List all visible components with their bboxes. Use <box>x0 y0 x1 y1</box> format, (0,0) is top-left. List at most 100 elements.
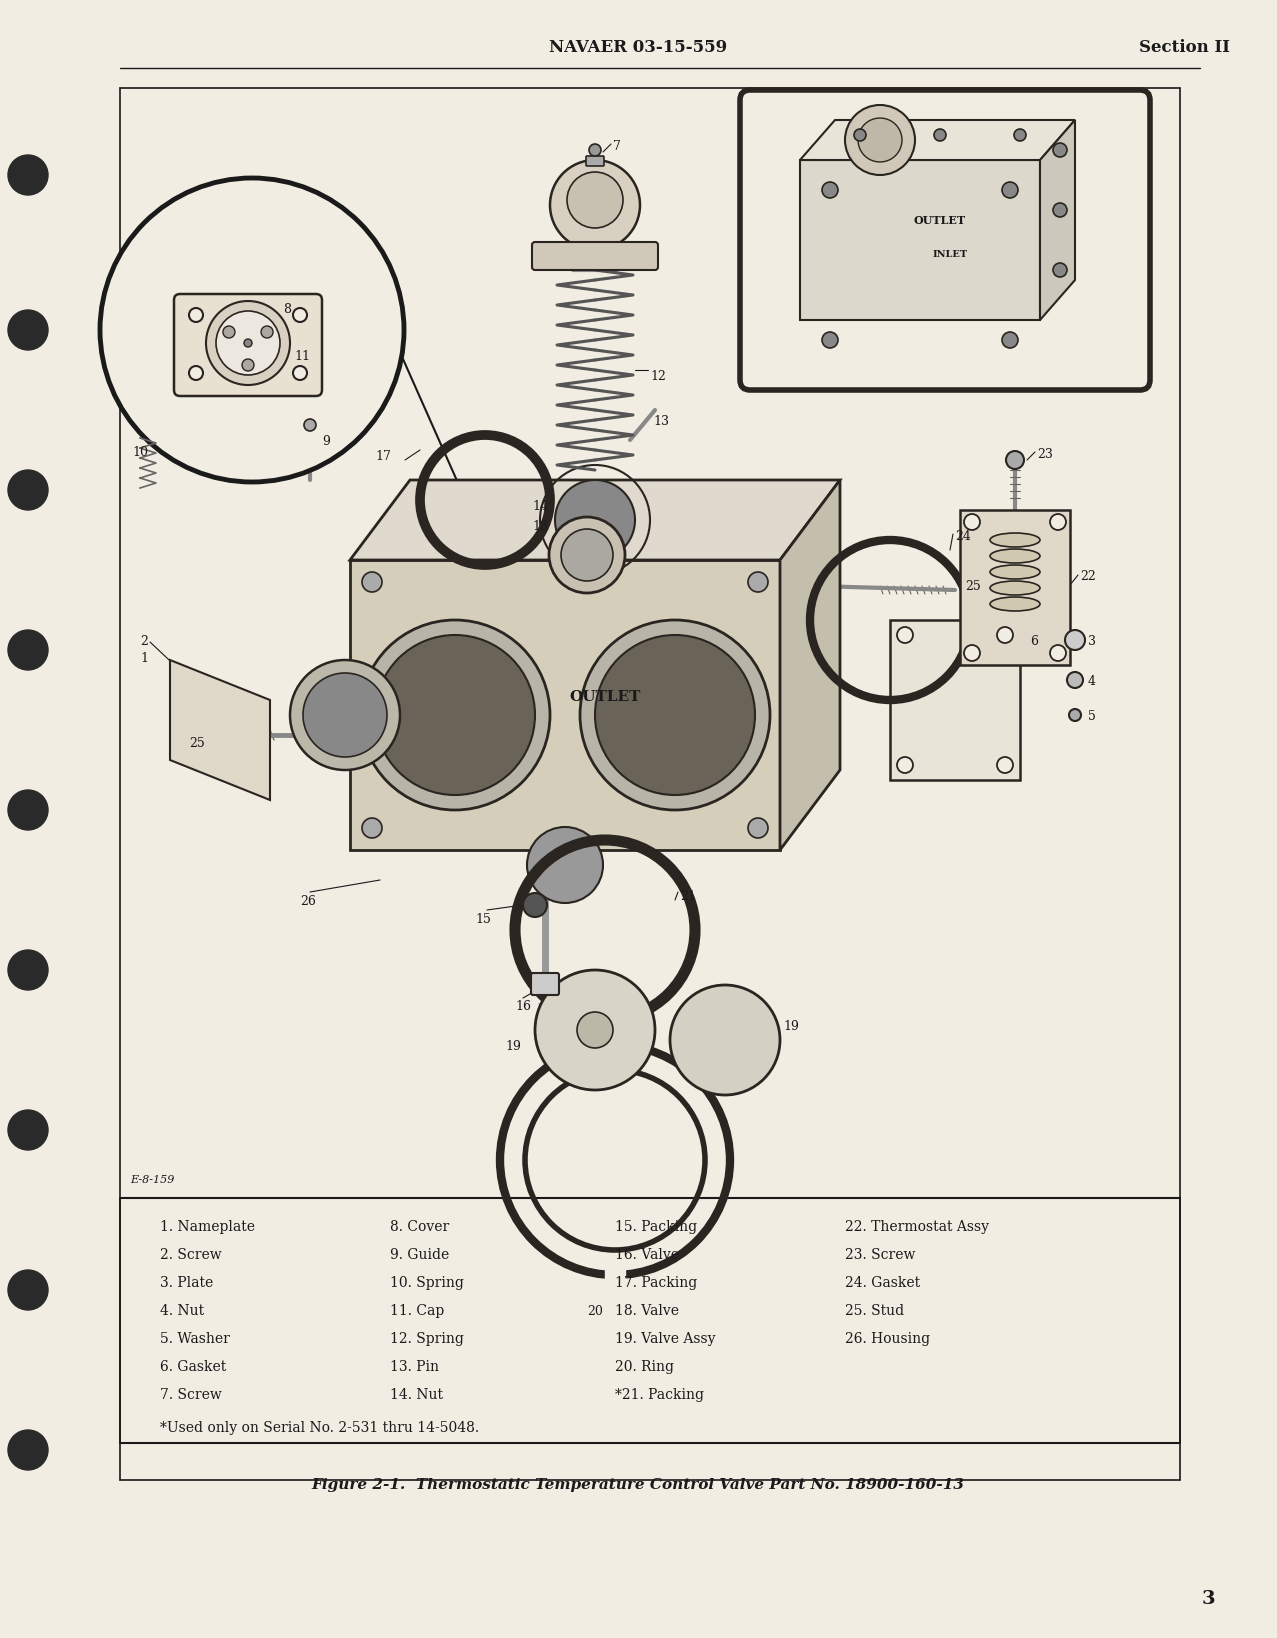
FancyBboxPatch shape <box>890 621 1020 780</box>
FancyBboxPatch shape <box>605 1268 624 1279</box>
Circle shape <box>361 817 382 839</box>
Ellipse shape <box>990 549 1039 563</box>
Text: 10: 10 <box>132 446 148 459</box>
Text: 11: 11 <box>294 351 310 364</box>
Text: 22: 22 <box>1080 570 1096 583</box>
Circle shape <box>555 480 635 560</box>
Circle shape <box>8 631 49 670</box>
Text: 17: 17 <box>375 450 391 464</box>
Text: 26. Housing: 26. Housing <box>845 1332 930 1346</box>
Text: 12. Spring: 12. Spring <box>389 1332 464 1346</box>
Circle shape <box>1065 631 1085 650</box>
Circle shape <box>189 365 203 380</box>
Text: 23: 23 <box>1037 449 1052 460</box>
Text: NAVAER 03-15-559: NAVAER 03-15-559 <box>549 39 727 56</box>
Text: 13: 13 <box>653 414 669 428</box>
Circle shape <box>8 1269 49 1310</box>
Text: 6: 6 <box>1031 636 1038 649</box>
Polygon shape <box>1039 120 1075 319</box>
Text: 14. Nut: 14. Nut <box>389 1387 443 1402</box>
Circle shape <box>577 1012 613 1048</box>
Circle shape <box>858 118 902 162</box>
Circle shape <box>8 790 49 830</box>
Text: 4: 4 <box>1088 675 1096 688</box>
Circle shape <box>854 129 866 141</box>
Text: 20: 20 <box>587 1305 603 1319</box>
Text: 3: 3 <box>1202 1590 1214 1609</box>
Text: 5: 5 <box>1088 709 1096 722</box>
Polygon shape <box>350 480 840 560</box>
Circle shape <box>375 636 535 794</box>
Text: 14: 14 <box>533 500 548 513</box>
Circle shape <box>292 308 306 323</box>
Text: 9: 9 <box>322 436 329 449</box>
Text: 18. Valve: 18. Valve <box>616 1304 679 1319</box>
Circle shape <box>1050 514 1066 531</box>
Text: Figure 2-1.  Thermostatic Temperature Control Valve Part No. 18900-160-13: Figure 2-1. Thermostatic Temperature Con… <box>312 1477 964 1492</box>
Circle shape <box>567 172 623 228</box>
Text: *Used only on Serial No. 2-531 thru 14-5048.: *Used only on Serial No. 2-531 thru 14-5… <box>160 1422 479 1435</box>
Circle shape <box>964 514 979 531</box>
Circle shape <box>8 1430 49 1469</box>
Ellipse shape <box>990 565 1039 578</box>
Text: 25: 25 <box>189 737 206 750</box>
Text: Section II: Section II <box>1139 39 1230 56</box>
Text: 1. Nameplate: 1. Nameplate <box>160 1220 255 1233</box>
Polygon shape <box>170 660 269 799</box>
Circle shape <box>561 529 613 581</box>
Circle shape <box>206 301 290 385</box>
Circle shape <box>748 817 767 839</box>
Text: 3: 3 <box>1088 636 1096 649</box>
FancyBboxPatch shape <box>531 973 559 994</box>
Circle shape <box>8 156 49 195</box>
FancyBboxPatch shape <box>174 293 322 396</box>
Text: E-8-159: E-8-159 <box>130 1174 175 1184</box>
Circle shape <box>1069 709 1082 721</box>
Text: 8: 8 <box>283 303 291 316</box>
Circle shape <box>964 645 979 662</box>
Text: 12: 12 <box>650 370 665 383</box>
Text: 22. Thermostat Assy: 22. Thermostat Assy <box>845 1220 988 1233</box>
Text: 2: 2 <box>140 636 148 649</box>
Circle shape <box>748 572 767 591</box>
Text: 20. Ring: 20. Ring <box>616 1360 674 1374</box>
FancyBboxPatch shape <box>533 242 658 270</box>
Circle shape <box>589 144 601 156</box>
Circle shape <box>822 182 838 198</box>
Circle shape <box>580 621 770 811</box>
Text: 19: 19 <box>783 1020 799 1034</box>
Circle shape <box>8 950 49 989</box>
Circle shape <box>524 893 547 917</box>
Text: OUTLET: OUTLET <box>914 215 967 226</box>
Circle shape <box>216 311 280 375</box>
Circle shape <box>261 326 273 337</box>
Circle shape <box>527 827 603 903</box>
Circle shape <box>822 333 838 347</box>
FancyBboxPatch shape <box>586 156 604 165</box>
Circle shape <box>361 572 382 591</box>
Circle shape <box>896 627 913 644</box>
Circle shape <box>8 470 49 509</box>
Circle shape <box>845 105 916 175</box>
Text: 25: 25 <box>965 580 981 593</box>
Circle shape <box>1006 450 1024 468</box>
Text: 10. Spring: 10. Spring <box>389 1276 464 1291</box>
Text: 4. Nut: 4. Nut <box>160 1304 204 1319</box>
Circle shape <box>290 660 400 770</box>
Text: 25. Stud: 25. Stud <box>845 1304 904 1319</box>
Circle shape <box>8 1111 49 1150</box>
Text: 7: 7 <box>613 139 621 152</box>
FancyBboxPatch shape <box>739 90 1151 390</box>
Circle shape <box>360 621 550 811</box>
Text: INLET: INLET <box>932 251 968 259</box>
Text: 15. Packing: 15. Packing <box>616 1220 697 1233</box>
Text: 19: 19 <box>504 1040 521 1053</box>
Circle shape <box>550 161 640 251</box>
Polygon shape <box>799 120 1075 161</box>
Text: 1: 1 <box>140 652 148 665</box>
Polygon shape <box>799 161 1039 319</box>
Polygon shape <box>350 560 780 850</box>
Text: 2. Screw: 2. Screw <box>160 1248 222 1261</box>
Circle shape <box>244 339 252 347</box>
Circle shape <box>933 129 946 141</box>
